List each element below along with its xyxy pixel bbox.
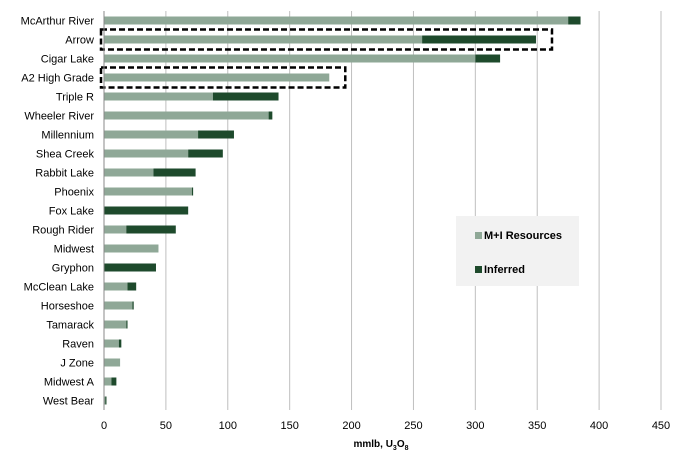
highlight-box xyxy=(99,28,554,51)
bar-inferred xyxy=(104,206,189,215)
legend-swatch-inferred xyxy=(475,266,482,273)
category-label: Tamarack xyxy=(46,320,94,332)
bar-mi xyxy=(104,225,127,234)
bar-mi xyxy=(104,339,119,348)
legend-box xyxy=(456,216,579,286)
x-tick-label: 250 xyxy=(404,420,422,432)
x-tick-label: 200 xyxy=(342,420,360,432)
category-labels: McArthur River Arrow Cigar Lake A2 High Gra… xyxy=(21,16,95,408)
x-tick-label: 50 xyxy=(160,420,172,432)
x-tick-label: 350 xyxy=(528,420,546,432)
category-label: Rough Rider xyxy=(32,225,94,237)
highlight-box xyxy=(99,66,347,89)
bar-mi xyxy=(104,130,199,139)
bar-mi xyxy=(104,301,133,310)
bar-inferred xyxy=(188,149,223,158)
category-label: Fox Lake xyxy=(49,206,94,218)
x-tick-label: 0 xyxy=(101,420,107,432)
bar-mi xyxy=(104,73,330,82)
bar-inferred xyxy=(104,263,156,272)
bar-mi xyxy=(104,35,423,44)
bar-inferred xyxy=(126,225,176,234)
category-label: Raven xyxy=(62,339,94,351)
category-label: Rabbit Lake xyxy=(35,168,94,180)
category-label: Horseshoe xyxy=(41,301,94,313)
category-label: Phoenix xyxy=(54,187,94,199)
category-label: A2 High Grade xyxy=(21,73,94,85)
category-label: Midwest xyxy=(54,244,94,256)
bar-mi xyxy=(104,377,112,386)
category-label: Arrow xyxy=(65,35,94,47)
bar-mi xyxy=(104,111,269,120)
bar-mi xyxy=(104,320,127,329)
category-label: Midwest A xyxy=(44,377,95,389)
bar-inferred xyxy=(475,54,501,63)
x-tick-label: 300 xyxy=(466,420,484,432)
bar-mi xyxy=(104,187,192,196)
bar-inferred xyxy=(268,111,273,120)
x-tick-labels: 0 50 100 150 200 250 300 350 400 450 xyxy=(101,420,670,432)
bar-inferred xyxy=(111,377,117,386)
bar-mi xyxy=(104,168,154,177)
x-tick-label: 450 xyxy=(652,420,670,432)
bars xyxy=(104,16,581,405)
category-label: West Bear xyxy=(43,396,94,408)
bar-inferred xyxy=(132,301,134,310)
legend-label-inferred: Inferred xyxy=(484,264,525,276)
bar-inferred xyxy=(153,168,196,177)
category-label: Cigar Lake xyxy=(41,54,94,66)
category-label: McArthur River xyxy=(21,16,95,28)
bar-inferred xyxy=(191,187,194,196)
bar-inferred xyxy=(105,396,107,405)
bar-mi xyxy=(104,358,121,367)
x-tick-label: 150 xyxy=(280,420,298,432)
legend-swatch-mi xyxy=(475,232,482,239)
bar-mi xyxy=(104,244,159,253)
bar-inferred xyxy=(568,16,581,25)
x-tick-label: 100 xyxy=(219,420,237,432)
bar-inferred xyxy=(126,320,128,329)
bar-mi xyxy=(104,149,189,158)
legend: M+I Resources Inferred xyxy=(456,216,579,286)
highlight-boxes xyxy=(99,28,554,89)
x-tick-label: 400 xyxy=(590,420,608,432)
bar-mi xyxy=(104,16,569,25)
category-label: Triple R xyxy=(56,92,94,104)
bar-inferred xyxy=(212,92,279,101)
legend-label-mi: M+I Resources xyxy=(484,230,562,242)
category-label: Millennium xyxy=(41,130,94,142)
bar-inferred xyxy=(118,339,122,348)
category-label: Shea Creek xyxy=(36,149,95,161)
category-label: McClean Lake xyxy=(24,282,94,294)
bar-inferred xyxy=(422,35,536,44)
bar-inferred xyxy=(127,282,137,291)
category-label: Gryphon xyxy=(52,263,94,275)
bar-mi xyxy=(104,282,128,291)
x-axis-title: mmlb, U3O8 xyxy=(353,439,408,451)
bar-mi xyxy=(104,396,106,405)
category-label: Wheeler River xyxy=(24,111,94,123)
category-label: J Zone xyxy=(60,358,94,370)
bar-mi xyxy=(104,92,213,101)
bar-inferred xyxy=(198,130,234,139)
bar-mi xyxy=(104,54,476,63)
